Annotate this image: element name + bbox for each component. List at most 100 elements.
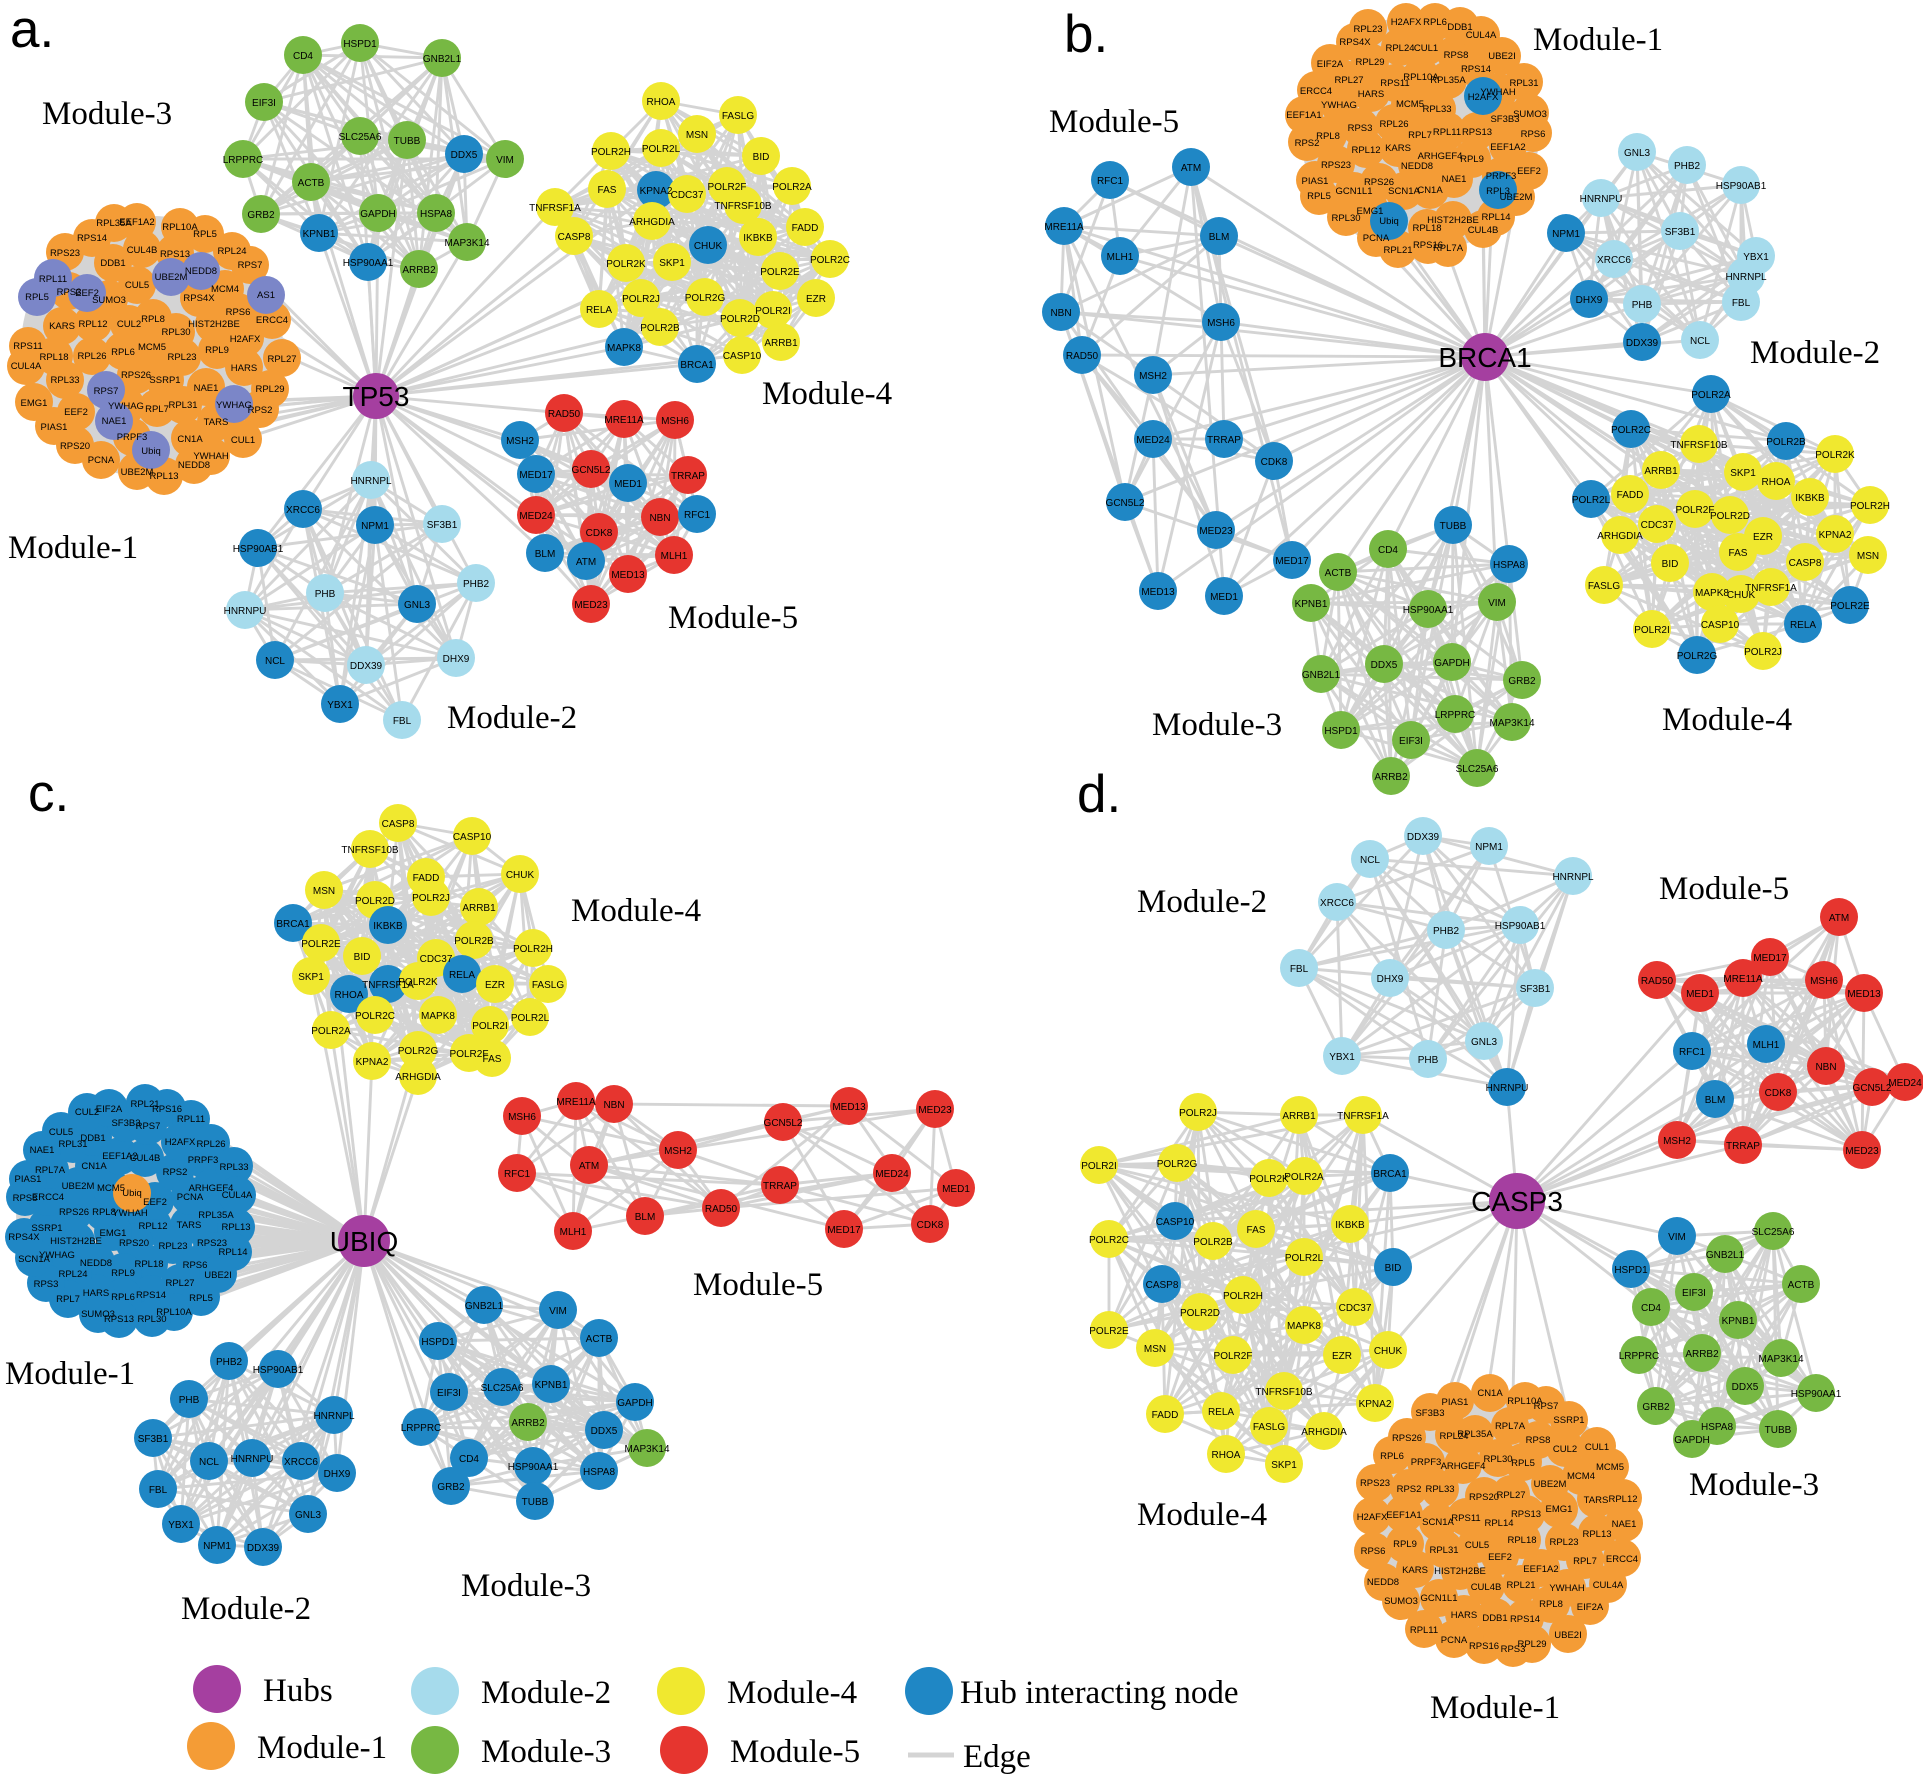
svg-text:NAE1: NAE1 bbox=[102, 416, 127, 427]
svg-text:MED17: MED17 bbox=[1753, 953, 1787, 964]
svg-text:TUBB: TUBB bbox=[394, 136, 421, 147]
svg-text:ARHGEF4: ARHGEF4 bbox=[1441, 1461, 1486, 1472]
svg-text:RPL23: RPL23 bbox=[1549, 1537, 1578, 1548]
svg-text:POLR2I: POLR2I bbox=[1634, 625, 1670, 636]
svg-text:MED13: MED13 bbox=[1847, 989, 1881, 1000]
svg-text:ACTB: ACTB bbox=[1788, 1280, 1815, 1291]
svg-text:EZR: EZR bbox=[485, 980, 505, 991]
svg-text:RPL12: RPL12 bbox=[1608, 1494, 1637, 1505]
svg-text:RFC1: RFC1 bbox=[504, 1169, 531, 1180]
svg-text:RPL27: RPL27 bbox=[267, 354, 296, 365]
svg-text:MRE11A: MRE11A bbox=[1723, 974, 1763, 985]
svg-text:RPS20: RPS20 bbox=[119, 1238, 149, 1249]
svg-text:MED1: MED1 bbox=[1210, 592, 1238, 603]
svg-text:GCN1L1: GCN1L1 bbox=[1336, 186, 1373, 197]
svg-text:TNFRSF1A: TNFRSF1A bbox=[1337, 1111, 1389, 1122]
svg-text:CASP10: CASP10 bbox=[453, 832, 492, 843]
svg-text:RPS16: RPS16 bbox=[1413, 240, 1443, 251]
svg-text:XRCC6: XRCC6 bbox=[286, 505, 320, 516]
svg-text:TARS: TARS bbox=[204, 417, 229, 428]
svg-text:MAP3K14: MAP3K14 bbox=[624, 1444, 669, 1455]
svg-text:RHOA: RHOA bbox=[647, 97, 676, 108]
svg-text:FBL: FBL bbox=[1290, 964, 1309, 975]
svg-text:RPL31: RPL31 bbox=[1429, 1545, 1458, 1556]
svg-text:RPL33: RPL33 bbox=[219, 1162, 248, 1173]
svg-text:HNRNPL: HNRNPL bbox=[350, 476, 392, 487]
svg-text:EEF2: EEF2 bbox=[75, 288, 99, 299]
svg-text:KPNA2: KPNA2 bbox=[640, 186, 673, 197]
svg-text:HSPA8: HSPA8 bbox=[420, 209, 452, 220]
svg-text:RPL18: RPL18 bbox=[1412, 223, 1441, 234]
svg-text:RPS20: RPS20 bbox=[60, 441, 90, 452]
svg-text:ATM: ATM bbox=[576, 557, 596, 568]
svg-text:POLR2I: POLR2I bbox=[472, 1021, 508, 1032]
svg-text:RAD50: RAD50 bbox=[705, 1204, 738, 1215]
svg-text:EEF1A1: EEF1A1 bbox=[1386, 1510, 1421, 1521]
svg-text:MED17: MED17 bbox=[827, 1225, 861, 1236]
svg-text:RPL29: RPL29 bbox=[1517, 1639, 1546, 1650]
svg-text:Hub interacting node: Hub interacting node bbox=[960, 1675, 1239, 1711]
svg-text:FASLG: FASLG bbox=[1588, 581, 1620, 592]
svg-text:GCN5L2: GCN5L2 bbox=[1106, 498, 1145, 509]
svg-text:PIAS1: PIAS1 bbox=[1302, 176, 1329, 187]
svg-text:POLR2L: POLR2L bbox=[511, 1013, 550, 1024]
svg-text:MED13: MED13 bbox=[1141, 587, 1175, 598]
svg-text:CASP8: CASP8 bbox=[1789, 558, 1822, 569]
svg-text:RPL6: RPL6 bbox=[111, 347, 135, 358]
svg-text:RPS2: RPS2 bbox=[163, 1167, 188, 1178]
svg-text:PRPF3: PRPF3 bbox=[117, 432, 148, 443]
svg-text:ARHGEF4: ARHGEF4 bbox=[189, 1183, 234, 1194]
svg-text:ACTB: ACTB bbox=[298, 178, 325, 189]
svg-text:RPL35A: RPL35A bbox=[1430, 75, 1466, 86]
svg-text:DDB1: DDB1 bbox=[80, 1133, 105, 1144]
svg-text:UBE2M: UBE2M bbox=[121, 467, 154, 478]
svg-text:Module-3: Module-3 bbox=[461, 1568, 591, 1604]
svg-text:RPL12: RPL12 bbox=[138, 1221, 167, 1232]
svg-text:EEF1A2: EEF1A2 bbox=[1490, 142, 1525, 153]
svg-text:Ubiq: Ubiq bbox=[141, 446, 161, 457]
svg-text:POLR2B: POLR2B bbox=[1193, 1237, 1233, 1248]
svg-text:POLR2C: POLR2C bbox=[810, 255, 850, 266]
svg-text:RPL9: RPL9 bbox=[1460, 154, 1484, 165]
svg-text:HNRNPU: HNRNPU bbox=[1580, 194, 1623, 205]
svg-text:EMG1: EMG1 bbox=[100, 1228, 127, 1239]
svg-text:CUL2: CUL2 bbox=[117, 319, 141, 330]
svg-text:c.: c. bbox=[28, 764, 69, 823]
svg-text:Module-5: Module-5 bbox=[1659, 871, 1789, 907]
svg-text:EMG1: EMG1 bbox=[1357, 206, 1384, 217]
svg-text:MED1: MED1 bbox=[942, 1184, 970, 1195]
svg-text:ARRB1: ARRB1 bbox=[1282, 1111, 1316, 1122]
svg-text:Module-4: Module-4 bbox=[762, 376, 892, 412]
svg-text:H2AFX: H2AFX bbox=[1391, 17, 1422, 28]
svg-text:RELA: RELA bbox=[1208, 1407, 1234, 1418]
svg-text:LRPPRC: LRPPRC bbox=[401, 1423, 442, 1434]
svg-text:CD4: CD4 bbox=[1378, 545, 1398, 556]
svg-text:CUL4A: CUL4A bbox=[1593, 1580, 1624, 1591]
svg-text:RPL11: RPL11 bbox=[177, 1114, 205, 1125]
svg-text:POLR2B: POLR2B bbox=[640, 323, 680, 334]
svg-text:GRB2: GRB2 bbox=[1642, 1402, 1670, 1413]
svg-text:ACTB: ACTB bbox=[1325, 568, 1352, 579]
svg-text:POLR2F: POLR2F bbox=[1676, 505, 1715, 516]
svg-text:NBN: NBN bbox=[1815, 1062, 1836, 1073]
svg-text:HSP90AA1: HSP90AA1 bbox=[508, 1462, 559, 1473]
svg-text:CUL4A: CUL4A bbox=[11, 361, 42, 372]
svg-text:Module-1: Module-1 bbox=[5, 1356, 135, 1392]
svg-text:UBE2M: UBE2M bbox=[62, 1181, 95, 1192]
svg-text:NCL: NCL bbox=[199, 1457, 219, 1468]
svg-text:UBIQ: UBIQ bbox=[330, 1226, 398, 1257]
svg-text:RPL26: RPL26 bbox=[1379, 119, 1408, 130]
svg-text:TNFRSF1A: TNFRSF1A bbox=[1745, 583, 1797, 594]
svg-text:RPS6: RPS6 bbox=[1521, 129, 1546, 140]
svg-text:POLR2I: POLR2I bbox=[755, 306, 791, 317]
svg-text:Module-4: Module-4 bbox=[1137, 1497, 1267, 1533]
svg-text:BLM: BLM bbox=[1209, 232, 1230, 243]
svg-text:POLR2D: POLR2D bbox=[720, 314, 760, 325]
svg-text:TNFRSF10B: TNFRSF10B bbox=[714, 201, 772, 212]
svg-text:MSN: MSN bbox=[1857, 551, 1879, 562]
svg-text:RPS13: RPS13 bbox=[104, 1314, 134, 1325]
svg-text:RPS23: RPS23 bbox=[1321, 160, 1351, 171]
svg-text:CASP8: CASP8 bbox=[1146, 1280, 1179, 1291]
svg-text:CUL2: CUL2 bbox=[1553, 1444, 1577, 1455]
svg-text:HARS: HARS bbox=[1451, 1610, 1477, 1621]
